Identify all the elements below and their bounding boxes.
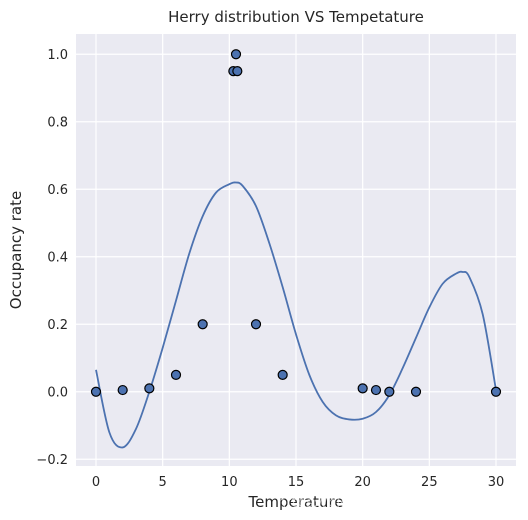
data-point-0 (90, 386, 102, 397)
data-point-9 (277, 369, 288, 380)
y-tick-label-4: 0.6 (47, 183, 68, 198)
x-tick-label-6: 30 (488, 475, 505, 490)
data-point-11 (370, 384, 382, 396)
x-axis-label: Temperature (247, 493, 343, 511)
x-tick-label-4: 20 (354, 475, 371, 490)
y-tick-label-0: −0.2 (36, 453, 68, 468)
data-point-8 (250, 319, 262, 330)
fit-curve-line (95, 181, 497, 449)
data-point-3 (170, 369, 182, 380)
data-point-10 (357, 383, 368, 394)
watermark-text: https://blog.csdn.net/PRINCE2327 (277, 495, 514, 511)
data-point-1 (117, 384, 128, 396)
data-point-13 (410, 386, 422, 397)
y-tick-label-5: 0.8 (47, 115, 68, 130)
x-tick-label-1: 5 (159, 475, 167, 490)
chart-title: Herry distribution VS Tempetature (168, 8, 424, 26)
y-tick-label-6: 1.0 (47, 48, 68, 63)
data-point-2 (144, 383, 155, 394)
data-point-14 (490, 386, 502, 397)
x-tick-label-3: 15 (288, 475, 305, 490)
y-tick-labels: −0.2 0.0 0.2 0.4 0.6 0.8 1.0 (36, 48, 68, 468)
x-tick-label-2: 10 (221, 475, 238, 490)
data-point-12 (384, 386, 395, 397)
data-point-7 (232, 66, 243, 77)
x-tick-label-0: 0 (92, 475, 100, 490)
data-point-4 (197, 319, 208, 330)
x-tick-label-5: 25 (421, 475, 438, 490)
y-tick-label-3: 0.4 (47, 250, 68, 265)
data-points (90, 49, 502, 397)
y-axis-label: Occupancy rate (7, 191, 25, 309)
x-tick-labels: 0 5 10 15 20 25 30 (92, 475, 504, 490)
y-tick-label-1: 0.0 (47, 385, 68, 400)
y-tick-label-2: 0.2 (47, 318, 68, 333)
data-point-6 (230, 49, 242, 60)
